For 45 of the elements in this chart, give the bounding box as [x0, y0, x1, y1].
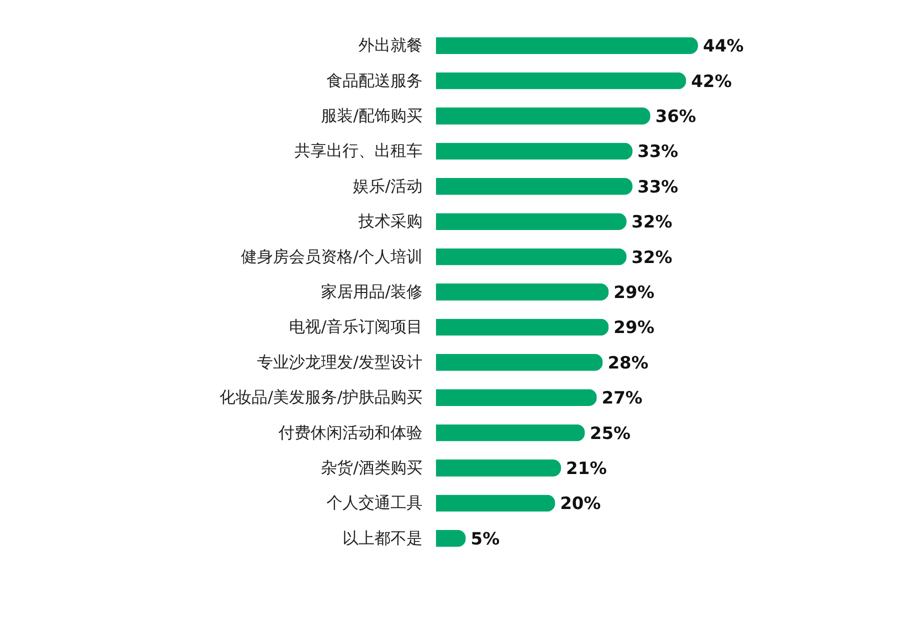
data-label: 5% [470, 529, 500, 550]
data-label: 32% [632, 248, 672, 268]
y-tick-label: 健身房会员资格/个人培训 [241, 246, 422, 266]
y-tick-label: 食品配送服务 [326, 70, 422, 90]
bar [436, 494, 556, 512]
bar [436, 72, 686, 90]
data-label: 21% [566, 459, 607, 479]
bar [436, 318, 609, 336]
bar [436, 213, 627, 230]
bar [436, 284, 609, 300]
bar [436, 460, 562, 476]
data-label: 32% [632, 212, 672, 233]
y-tick-label: 共享出行、出租车 [294, 141, 422, 160]
bar [436, 424, 585, 442]
data-label: 44% [703, 36, 744, 57]
y-tick-label: 专业沙龙理发/发型设计 [257, 352, 422, 372]
data-label: 27% [602, 388, 642, 409]
y-tick-label: 技术采购 [358, 212, 422, 231]
data-label: 29% [614, 283, 654, 303]
data-label: 42% [691, 72, 732, 92]
y-tick-label: 化妆品/美发服务/护肤品购买 [220, 388, 422, 407]
bar [436, 530, 466, 547]
data-label: 20% [560, 494, 601, 514]
data-label: 33% [638, 142, 678, 162]
data-label: 36% [655, 107, 696, 127]
data-label: 28% [608, 353, 648, 374]
bar [436, 37, 698, 54]
y-tick-label: 个人交通工具 [326, 493, 422, 512]
y-tick-label: 服装/配饰购买 [321, 106, 422, 125]
bar [436, 142, 632, 160]
bar [436, 354, 603, 371]
y-tick-label: 娱乐/活动 [353, 176, 422, 196]
y-tick-label: 电视/音乐订阅项目 [289, 317, 422, 336]
y-tick-label: 外出就餐 [358, 36, 422, 55]
bar [436, 248, 627, 266]
y-tick-label: 杂货/酒类购买 [321, 458, 422, 477]
y-tick-label: 付费休闲活动和体验 [278, 422, 422, 442]
bar [436, 178, 632, 195]
bar [436, 389, 597, 406]
y-tick-label: 家居用品/装修 [321, 282, 422, 301]
data-label: 25% [590, 424, 631, 444]
bar [436, 108, 650, 124]
data-label: 29% [614, 318, 654, 338]
y-tick-label: 以上都不是 [342, 528, 422, 548]
data-label: 33% [638, 177, 678, 198]
